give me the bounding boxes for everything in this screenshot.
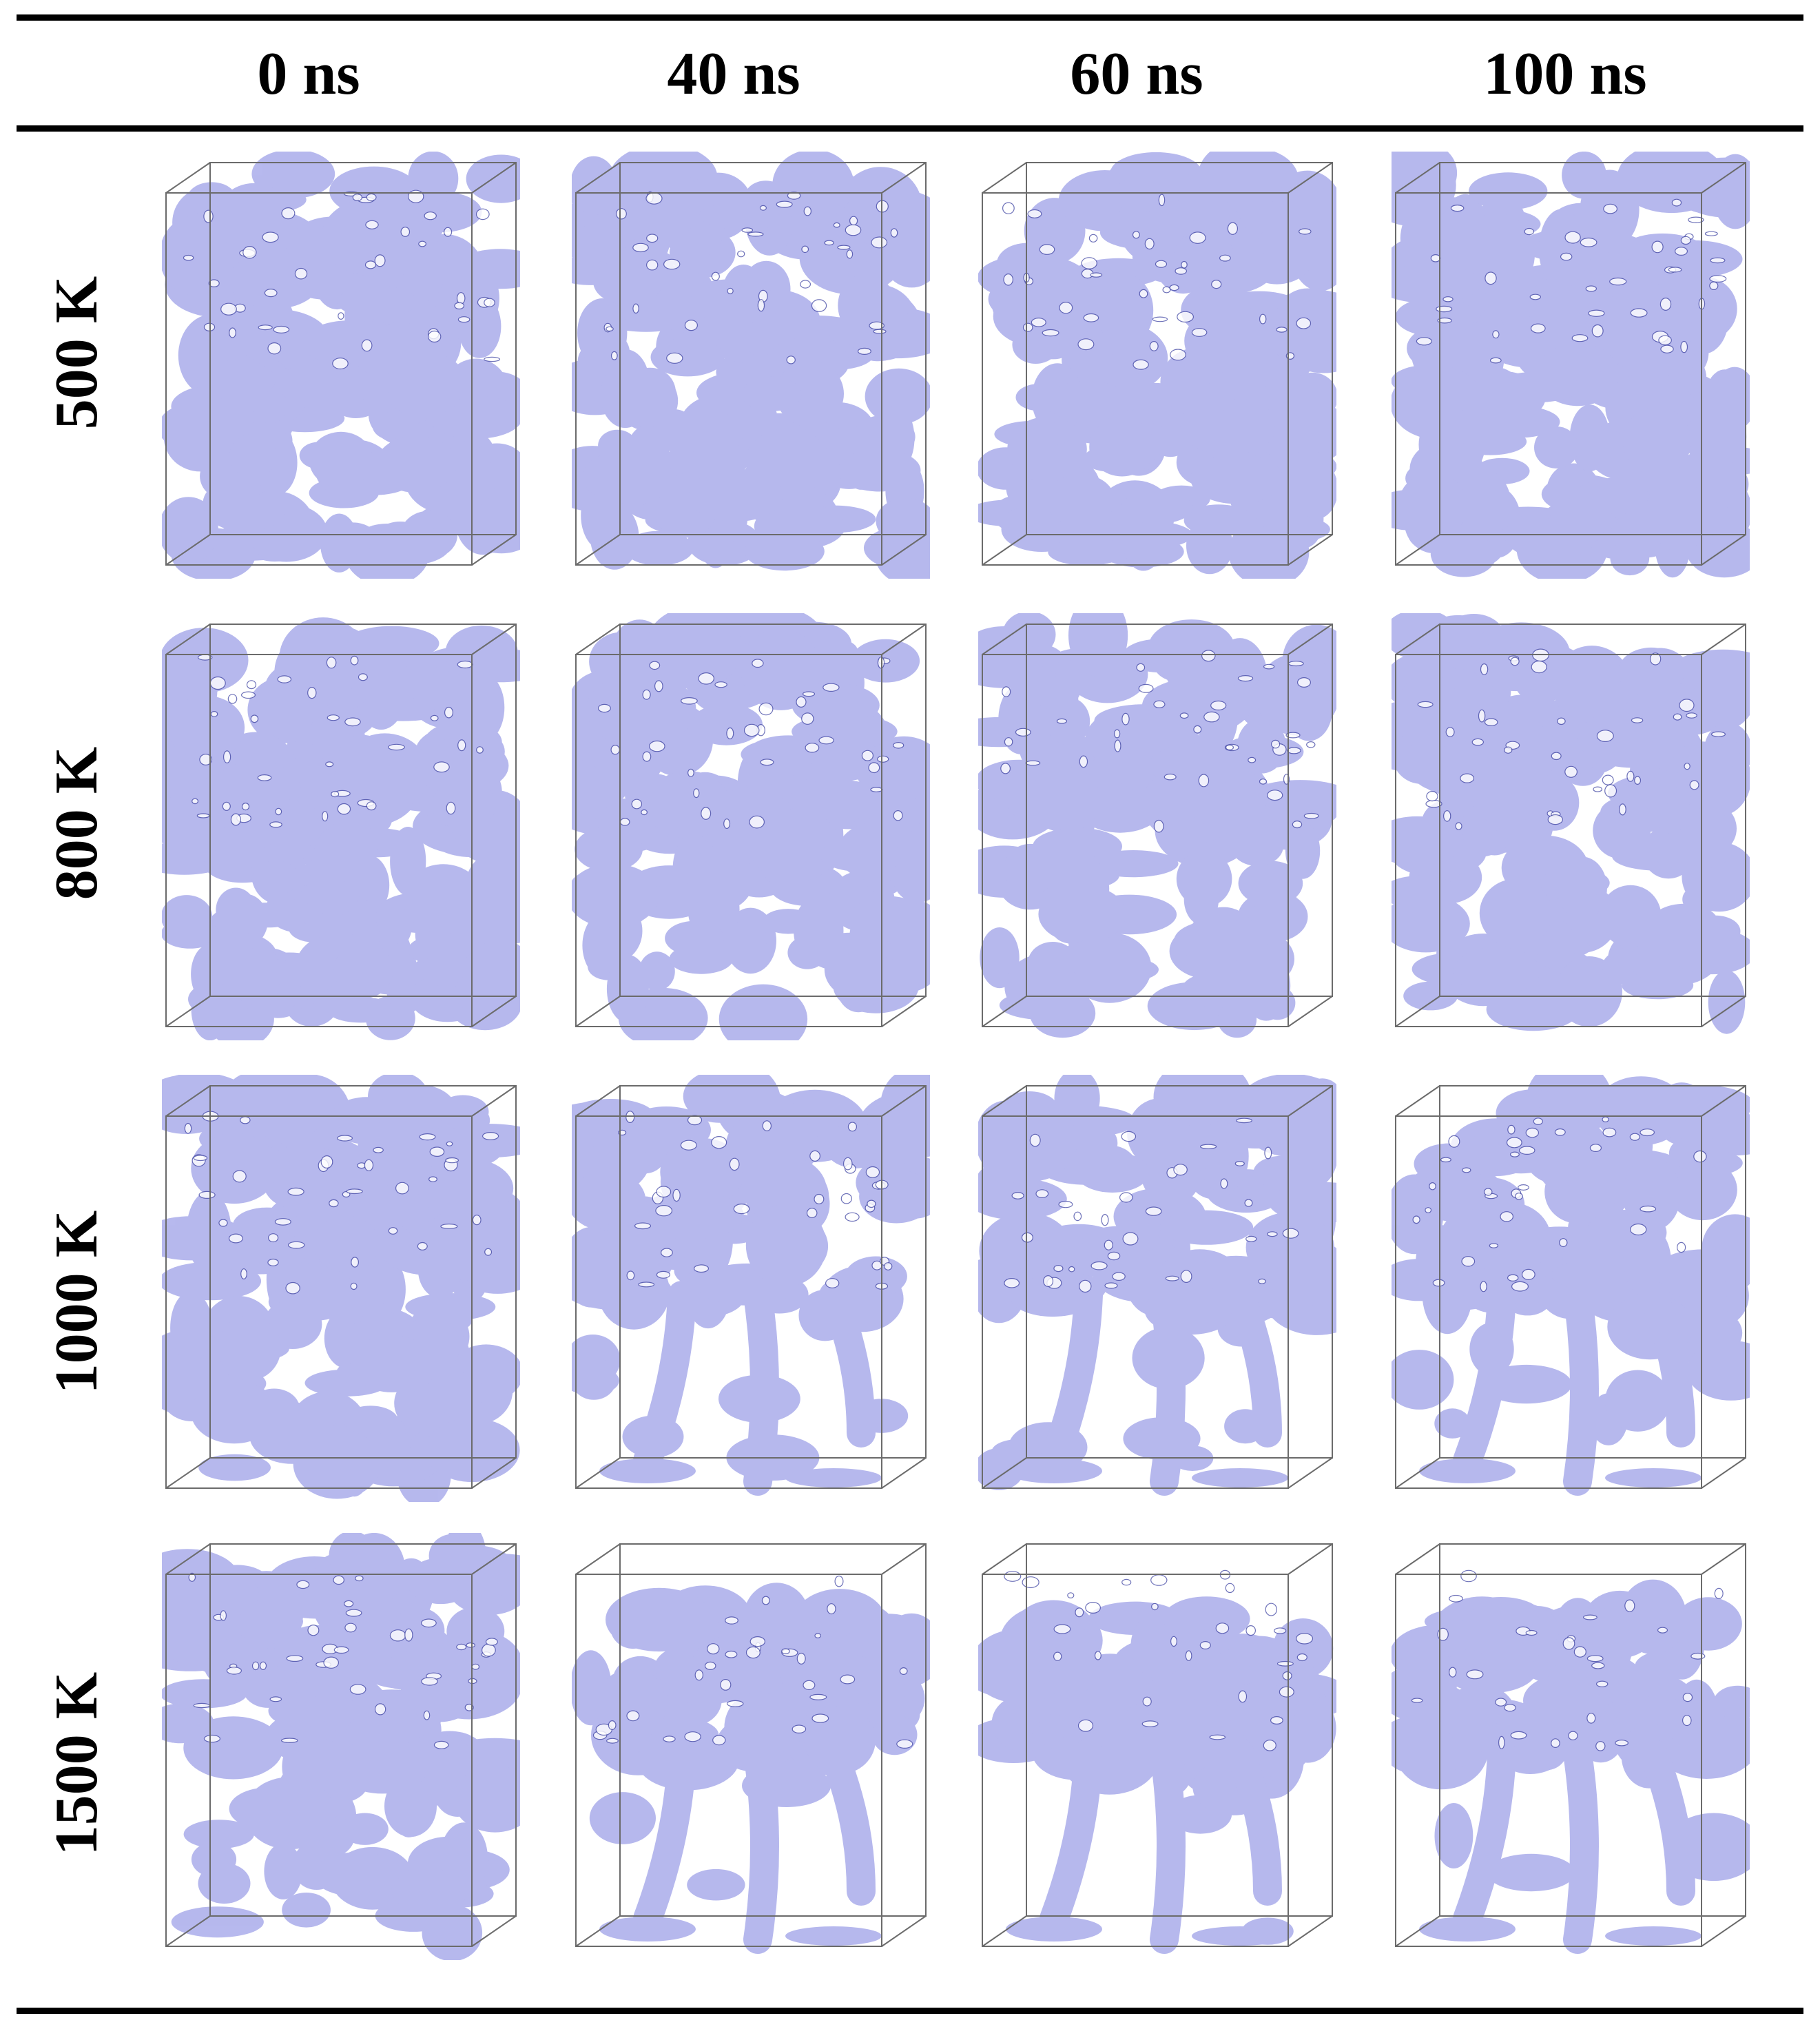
foam-pores [183,189,501,370]
foam-panel-500k-0ns [162,152,520,579]
simulation-box-wireframe [575,624,927,1027]
foam-surface [572,1075,930,1496]
foam-panel-800k-40ns [572,613,930,1040]
column-header-60ns: 60 ns [1070,41,1203,107]
simulation-box-wireframe [1395,162,1746,566]
simulation-box-wireframe [982,162,1333,566]
foam-structure-image [162,1533,520,1960]
foam-panel-1000k-100ns [1392,1075,1750,1502]
foam-surface [978,1075,1336,1496]
simulation-box-wireframe [982,1085,1333,1489]
foam-panel-1500k-40ns [572,1533,930,1960]
simulation-box-wireframe [165,1085,517,1489]
foam-structure-image [1392,1075,1750,1496]
simulation-box-wireframe [1395,624,1746,1027]
bottom-rule [17,2008,1803,2014]
foam-surface [978,1596,1336,1954]
foam-panel-800k-100ns [1392,613,1750,1040]
foam-pores [192,654,484,828]
foam-surface [162,1533,520,1960]
foam-surface [1392,1075,1750,1496]
row-header-1500k: 1500 K [43,1671,110,1856]
foam-pores [1004,1569,1314,1751]
foam-structure-image [1392,1543,1750,1954]
simulation-box-wireframe [1395,1543,1746,1947]
simulation-box-wireframe [1395,1085,1746,1489]
foam-structure-image [572,613,930,1040]
simulation-box-wireframe [165,624,517,1027]
foam-surface [1392,613,1750,1034]
foam-pores [1411,1569,1724,1751]
foam-panel-1500k-60ns [978,1533,1336,1960]
foam-panel-500k-60ns [978,152,1336,579]
foam-structure-image [978,613,1336,1038]
foam-panel-500k-100ns [1392,152,1750,579]
foam-pores [597,657,904,830]
foam-surface [162,617,520,1040]
simulation-box-wireframe [575,162,927,566]
row-header-1000k: 1000 K [43,1210,110,1394]
simulation-box-wireframe [165,162,517,566]
foam-pores [1412,1116,1707,1292]
top-rule [17,14,1803,21]
simulation-box-wireframe [575,1543,927,1947]
column-header-100ns: 100 ns [1483,41,1647,107]
foam-surface [162,152,520,579]
foam-structure-image [572,1543,930,1954]
column-header-40ns: 40 ns [667,41,800,107]
foam-panel-500k-40ns [572,152,930,579]
foam-structure-image [162,617,520,1040]
column-header-0ns: 0 ns [257,41,360,107]
foam-pores [1000,650,1319,833]
foam-pores [1002,194,1312,370]
foam-pores [1417,648,1726,830]
foam-surface [978,152,1336,579]
simulation-box-wireframe [982,624,1333,1027]
foam-surface [1392,152,1750,579]
simulation-box-wireframe [982,1543,1333,1947]
header-rule [17,125,1803,132]
foam-panel-1000k-60ns [978,1075,1336,1502]
foam-panel-1000k-40ns [572,1075,930,1502]
foam-structure-image [978,152,1336,579]
foam-structure-image [978,1075,1336,1496]
foam-pores [184,1111,499,1295]
foam-pores [592,1575,913,1749]
foam-structure-image [162,152,520,579]
foam-surface [978,613,1336,1038]
foam-structure-image [1392,613,1750,1034]
foam-structure-image [978,1543,1336,1954]
simulation-box-wireframe [165,1543,517,1947]
foam-panel-1000k-0ns [162,1075,520,1502]
foam-panel-800k-0ns [162,613,520,1040]
foam-panel-800k-60ns [978,613,1336,1040]
foam-surface [572,1583,930,1954]
foam-panel-1500k-0ns [162,1533,520,1960]
foam-pores [603,191,898,364]
simulation-box-wireframe [575,1085,927,1489]
foam-structure-image [572,1075,930,1496]
foam-structure-image [572,152,930,579]
foam-structure-image [1392,152,1750,579]
foam-panel-1500k-100ns [1392,1533,1750,1960]
row-header-500k: 500 K [43,276,110,430]
foam-surface [572,613,930,1040]
row-header-800k: 800 K [43,746,110,900]
foam-pores [1004,1118,1299,1293]
foam-structure-image [162,1075,520,1502]
foam-pores [1416,198,1727,364]
foam-pores [188,1572,498,1749]
